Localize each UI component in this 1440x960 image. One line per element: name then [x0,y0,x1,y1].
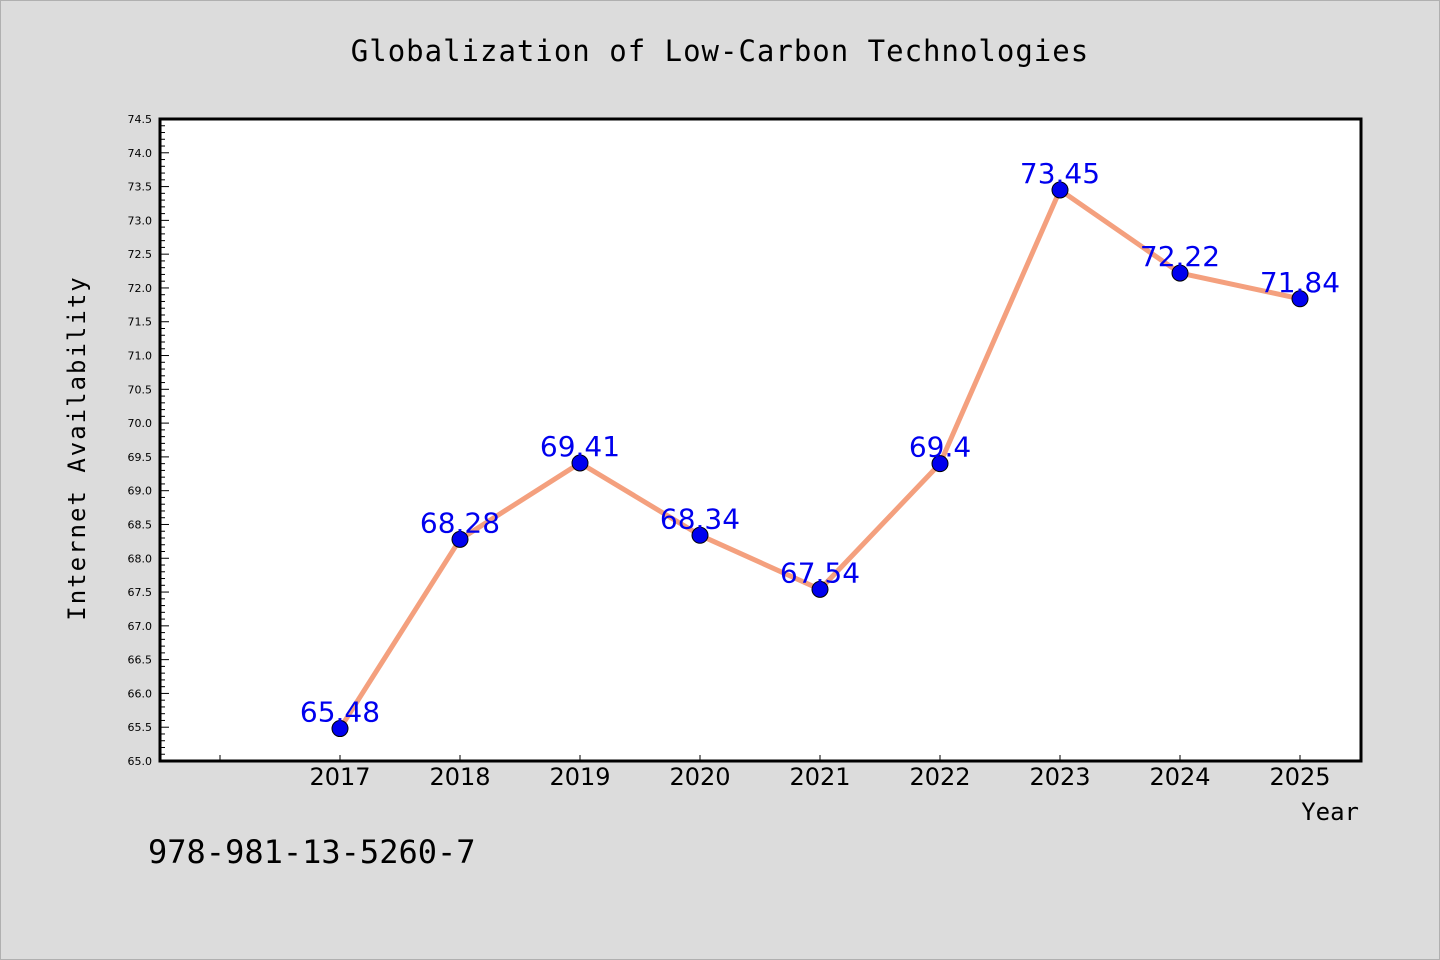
chart-title: Globalization of Low-Carbon Technologies [350,34,1090,68]
x-tick-label: 2020 [669,763,730,791]
data-point [931,455,949,473]
y-tick-label: 72.5 [128,248,153,261]
y-tick-label: 67.0 [128,620,153,633]
y-tick-label: 72.0 [128,282,153,295]
y-tick-label: 71.0 [128,350,153,363]
x-tick-label: 2019 [549,763,610,791]
x-axis: 2017 2018 2019 2020 2021 2022 2023 2024 2025 [219,755,1331,791]
data-point [1291,290,1309,308]
y-tick-label: 66.5 [128,654,153,667]
y-tick-label: 69.5 [128,451,153,464]
x-tick-label: 2018 [429,763,490,791]
data-label: 67.54 [780,556,860,589]
y-axis-label: Internet Availability [63,275,91,620]
data-label: 68.34 [660,502,740,535]
data-point [451,530,469,548]
y-tick-label: 74.5 [128,113,153,126]
y-tick-label: 65.0 [128,755,153,768]
y-tick-label: 68.5 [128,518,153,531]
y-tick-label: 73.5 [128,181,153,194]
data-point [1051,181,1069,199]
y-tick-label: 65.5 [128,721,153,734]
y-tick-label: 74.0 [128,147,153,160]
x-tick-label: 2022 [909,763,970,791]
y-tick-label: 69.0 [128,485,153,498]
footer-code: 978-981-13-5260-7 [148,833,476,871]
data-label: 73.45 [1020,157,1100,190]
data-point [691,526,709,544]
y-tick-label: 73.0 [128,214,153,227]
data-point [811,580,829,598]
x-tick-label: 2023 [1029,763,1090,791]
y-tick-label: 70.0 [128,417,153,430]
plot-area [158,117,1363,763]
x-tick-label: 2021 [789,763,850,791]
data-label: 69.4 [909,431,971,464]
data-point [1171,264,1189,282]
data-label: 72.22 [1140,240,1220,273]
x-tick-label: 2024 [1149,763,1210,791]
y-tick-label: 67.5 [128,586,153,599]
data-label: 69.41 [540,430,620,463]
data-label: 65.48 [300,696,380,729]
y-tick-label: 66.0 [128,687,153,700]
data-label: 71.84 [1260,266,1340,299]
y-tick-label: 70.5 [128,383,153,396]
y-tick-label: 68.0 [128,552,153,565]
data-point [331,720,349,738]
series-layer: 65.48 68.28 69.41 68.34 67.54 69.4 73.45 72.22 7… [300,157,1340,738]
data-label: 68.28 [420,506,500,539]
x-tick-label: 2025 [1269,763,1330,791]
data-point [571,454,589,472]
x-axis-label: Year [1301,798,1359,826]
y-axis: 65.0 65.5 66.0 66.5 67.0 67.5 68.0 68.5 69.0 69.5… [128,113,169,768]
x-tick-label: 2017 [309,763,370,791]
y-tick-label: 71.5 [128,316,153,329]
